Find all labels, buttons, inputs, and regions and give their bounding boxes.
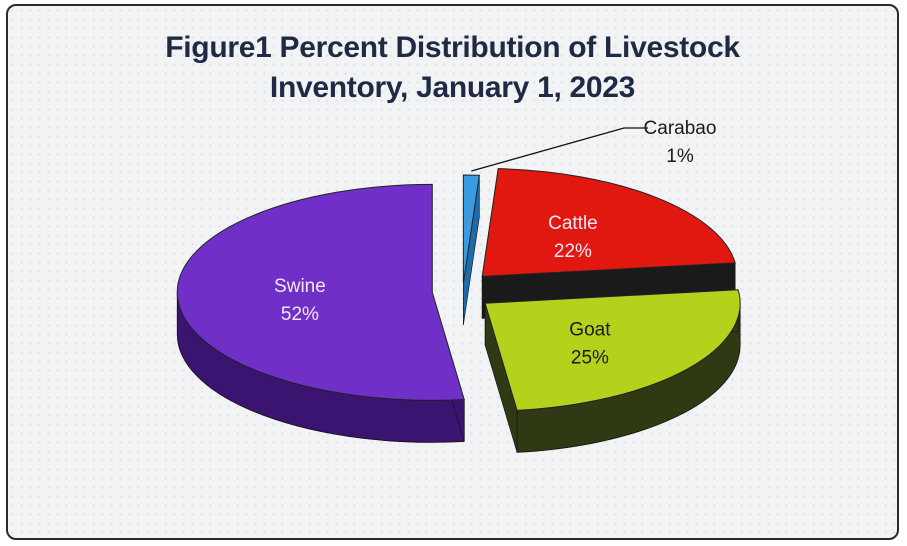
- value-label-cattle: 22%: [554, 241, 592, 262]
- label-goat: Goat: [569, 320, 611, 341]
- pie-chart: Carabao 1% Cattle 22% Goat 25% Swine 52%: [176, 118, 741, 453]
- chart-title-line1: Figure1 Percent Distribution of Livestoc…: [165, 31, 740, 64]
- value-label-carabao: 1%: [666, 146, 694, 167]
- value-label-goat: 25%: [571, 348, 609, 369]
- value-label-swine: 52%: [281, 304, 319, 325]
- chart-title: Figure1 Percent Distribution of Livestoc…: [8, 28, 897, 108]
- pie-slice-goat: [484, 289, 741, 411]
- label-carabao: Carabao: [644, 118, 717, 139]
- label-swine: Swine: [274, 276, 326, 297]
- chart-frame: Figure1 Percent Distribution of Livestoc…: [6, 4, 899, 540]
- pie-slice-carabao: [462, 174, 480, 284]
- callout-line-carabao: [471, 127, 648, 172]
- pie-slice-cattle: [481, 168, 736, 277]
- label-cattle: Cattle: [548, 213, 598, 234]
- pie-slice-swine: [176, 183, 465, 401]
- pie-tops: [176, 168, 741, 411]
- pie-labels: Carabao 1% Cattle 22% Goat 25% Swine 52%: [274, 118, 716, 369]
- chart-title-line2: Inventory, January 1, 2023: [269, 71, 636, 104]
